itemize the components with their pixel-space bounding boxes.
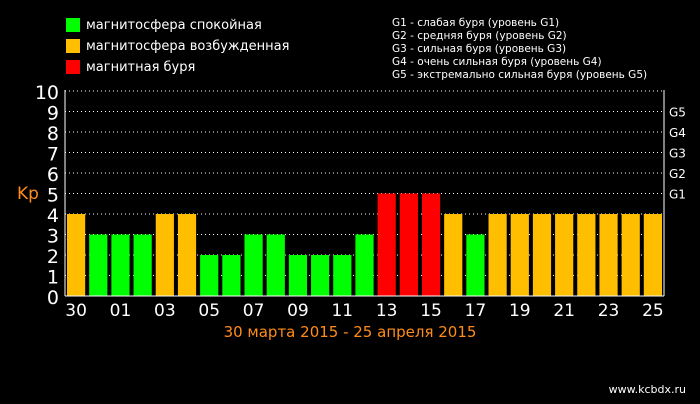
y-tick-label: 7	[47, 144, 59, 166]
legend-item-storm: магнитная буря	[66, 59, 195, 75]
bar	[89, 234, 108, 296]
legend-item-quiet: магнитосфера спокойная	[66, 17, 262, 33]
bar	[355, 234, 374, 296]
bar	[111, 234, 130, 296]
y-axis-label: Kp	[17, 184, 39, 204]
legend-item-active: магнитосфера возбужденная	[66, 38, 289, 54]
bar	[377, 193, 396, 296]
y-tick-label: 2	[47, 246, 59, 268]
g3-description: G3 - сильная буря (уровень G3)	[392, 43, 567, 55]
right-tick-label: G5	[669, 106, 686, 120]
y-tick-label: 4	[47, 205, 59, 227]
legend-swatch-storm	[66, 60, 80, 74]
y-tick-label: 6	[47, 164, 59, 186]
bar	[466, 234, 485, 296]
right-tick-label: G1	[669, 188, 686, 202]
legend-swatch-active	[66, 39, 80, 53]
date-range: 30 марта 2015 - 25 апреля 2015	[223, 323, 477, 341]
x-tick-label: 15	[420, 301, 442, 321]
bar	[133, 234, 152, 296]
bar	[444, 214, 463, 296]
bar	[266, 234, 285, 296]
y-tick-label: 5	[47, 185, 59, 207]
y-tick-label: 3	[47, 226, 59, 248]
x-tick-label: 25	[642, 301, 664, 321]
bar	[599, 214, 618, 296]
right-tick-label: G2	[669, 167, 686, 181]
bar	[532, 214, 552, 296]
bar	[200, 255, 219, 296]
bar	[155, 214, 174, 296]
x-tick-label: 23	[598, 301, 620, 321]
y-tick-label: 1	[47, 267, 59, 289]
x-tick-label: 05	[198, 301, 220, 321]
y-tick-label: 8	[47, 123, 59, 145]
legend-label-quiet: магнитосфера спокойная	[86, 17, 262, 33]
g2-description: G2 - средняя буря (уровень G2)	[392, 30, 567, 42]
y-tick-label: 10	[35, 82, 59, 104]
bar	[510, 214, 529, 296]
right-tick-label: G3	[669, 147, 686, 161]
g4-description: G4 - очень сильная буря (уровень G4)	[392, 56, 602, 68]
x-tick-label: 11	[331, 301, 353, 321]
bar	[288, 255, 308, 296]
x-tick-label: 01	[110, 301, 132, 321]
bar	[244, 234, 263, 296]
legend-swatch-quiet	[66, 18, 80, 32]
bar	[577, 214, 596, 296]
x-tick-label: 21	[553, 301, 575, 321]
g5-description: G5 - экстремально сильная буря (уровень …	[392, 69, 648, 81]
x-tick-label: 19	[509, 301, 531, 321]
site-watermark: www.kcbdx.ru	[608, 383, 686, 396]
x-tick-label: 13	[376, 301, 398, 321]
right-tick-label: G4	[669, 126, 686, 140]
bar	[311, 255, 330, 296]
bar	[177, 214, 197, 296]
x-tick-label: 03	[154, 301, 176, 321]
x-tick-label: 07	[243, 301, 265, 321]
x-tick-label: 09	[287, 301, 309, 321]
bar	[643, 214, 662, 296]
bar	[621, 214, 640, 296]
bar	[555, 214, 574, 296]
legend-label-active: магнитосфера возбужденная	[86, 38, 290, 54]
bar	[421, 193, 441, 296]
x-tick-label: 17	[465, 301, 487, 321]
y-tick-label: 0	[47, 287, 59, 309]
x-tick-label: 30	[65, 301, 87, 321]
bar	[488, 214, 507, 296]
g1-description: G1 - слабая буря (уровень G1)	[392, 17, 560, 29]
y-tick-label: 9	[47, 103, 59, 125]
bar	[67, 214, 86, 296]
legend-label-storm: магнитная буря	[86, 59, 196, 75]
bar	[399, 193, 418, 296]
bar	[222, 255, 241, 296]
bar	[333, 255, 352, 296]
